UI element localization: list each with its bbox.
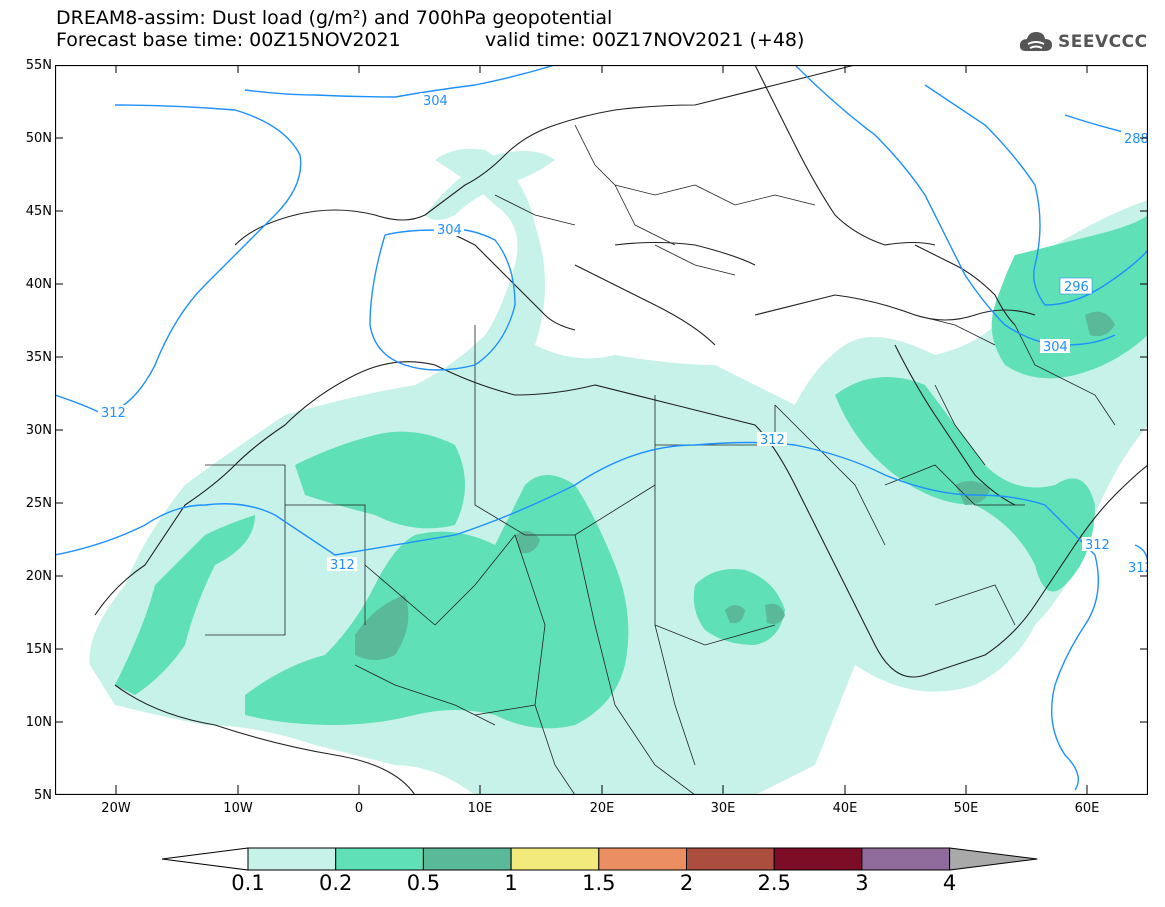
lon-label: 20W <box>101 801 131 816</box>
contour-label: 312 <box>330 558 355 573</box>
lon-label: 30E <box>710 801 736 816</box>
legend-swatch <box>247 847 337 871</box>
legend-label: 4 <box>942 871 957 895</box>
contour-label: 304 <box>437 223 462 238</box>
dust-area-high <box>355 595 409 660</box>
lon-label: 10W <box>223 801 253 816</box>
lon-label: 50E <box>953 801 979 816</box>
legend-swatch <box>773 847 863 871</box>
map-title: DREAM8-assim: Dust load (g/m²) and 700hP… <box>56 7 613 29</box>
seevccc-logo: SEEVCCC <box>1018 28 1148 56</box>
legend-label: 2.5 <box>757 871 791 895</box>
axis-ticks <box>55 65 1148 795</box>
dust-area-mid <box>115 515 255 695</box>
contour-label: 304 <box>423 94 448 109</box>
contour-label: 312 <box>760 433 785 448</box>
forecast-time-line: Forecast base time: 00Z15NOV2021 valid ti… <box>56 29 804 51</box>
cloud-icon <box>1019 32 1052 51</box>
lat-label: 10N <box>25 715 52 730</box>
valid-time: valid time: 00Z17NOV2021 (+48) <box>485 29 805 51</box>
lat-label: 30N <box>25 423 52 438</box>
lat-label: 55N <box>25 58 52 73</box>
legend-label: 0.5 <box>406 871 441 895</box>
dust-map: 312 312 312 312 304 304 304 296 288 312 <box>55 65 1148 795</box>
dust-area-high-gulf <box>955 311 1115 505</box>
legend-swatch <box>335 847 424 871</box>
lat-label: 40N <box>25 277 52 292</box>
lon-label: 10E <box>467 801 493 816</box>
legend-swatch <box>510 847 600 871</box>
legend-arrow-high <box>949 847 1038 871</box>
country-borders <box>205 124 1116 795</box>
legend-label: 1 <box>504 871 518 895</box>
legend-label: 3 <box>855 871 869 895</box>
contour-label: 312 <box>101 406 126 421</box>
contour-label: 312 <box>1085 538 1110 553</box>
lat-label: 45N <box>25 204 52 219</box>
contour-labels: 312 312 312 312 304 304 304 296 288 312 <box>98 93 1148 576</box>
logo-text: SEEVCCC <box>1058 32 1148 52</box>
lat-label: 25N <box>25 496 52 511</box>
contour-label: 312 <box>1128 561 1148 576</box>
legend-label: 1.5 <box>582 871 616 895</box>
legend-label: 0.2 <box>318 871 353 895</box>
lat-label: 5N <box>34 788 52 803</box>
lat-label: 35N <box>25 350 52 365</box>
dust-area-mid-sahara <box>295 431 465 529</box>
dust-area-high-chad <box>515 531 540 554</box>
legend-swatch <box>422 847 512 871</box>
lon-label: 20E <box>589 801 615 816</box>
lat-label: 20N <box>25 569 52 584</box>
coastlines <box>94 65 1148 795</box>
base-time: Forecast base time: 00Z15NOV2021 <box>56 29 401 51</box>
legend-swatch <box>861 847 951 871</box>
contour-label: 288 <box>1124 132 1148 147</box>
dust-area-low-europe <box>425 151 555 220</box>
legend-label: 2 <box>679 871 694 895</box>
legend-arrow-low <box>161 847 249 871</box>
color-legend <box>161 847 1038 871</box>
lon-label: 40E <box>832 801 858 816</box>
dust-fill-layer <box>89 148 1148 795</box>
dust-area-high-sudan <box>725 603 785 624</box>
lon-label: 0 <box>354 801 364 816</box>
lat-label: 15N <box>25 642 52 657</box>
contour-label: 304 <box>1043 340 1068 355</box>
lon-label: 60E <box>1074 801 1100 816</box>
legend-swatch <box>686 847 775 871</box>
legend-swatch <box>598 847 687 871</box>
contour-label: 296 <box>1064 280 1089 295</box>
legend-label: 0.1 <box>231 871 265 895</box>
map-border <box>55 65 1148 795</box>
lat-label: 50N <box>25 131 52 146</box>
